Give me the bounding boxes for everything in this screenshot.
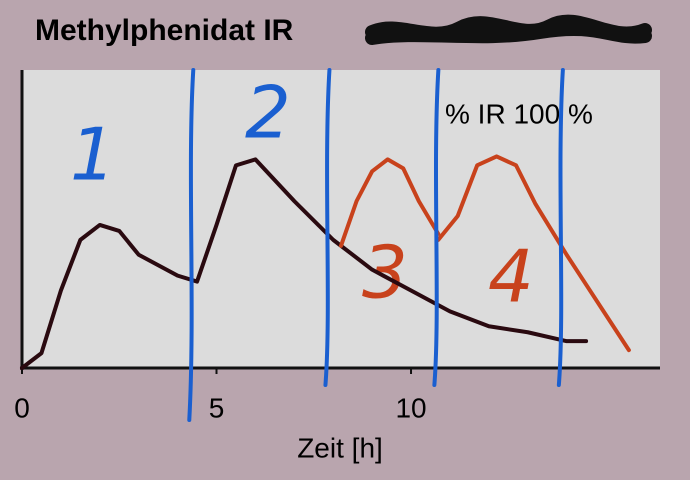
x-tick-label: 0 (14, 392, 30, 423)
phase-label: 2 (245, 71, 291, 155)
phase-label: 4 (488, 235, 534, 319)
series-line (436, 154, 631, 353)
phase-label: 3 (362, 231, 408, 315)
scribble (365, 14, 652, 45)
phase-line (556, 68, 565, 387)
phase-line (187, 68, 196, 422)
x-tick-label: 10 (395, 392, 426, 423)
phase-line (323, 68, 332, 387)
plot-area (22, 70, 660, 368)
x-tick-label: 5 (209, 392, 225, 423)
series-line (339, 157, 441, 248)
phase-label: 1 (70, 113, 116, 197)
annotation: % IR 100 % (445, 98, 593, 129)
x-axis-label: Zeit [h] (297, 432, 383, 463)
series-line (20, 157, 589, 370)
chart-title: Methylphenidat IR (35, 14, 294, 47)
phase-line (432, 68, 441, 387)
